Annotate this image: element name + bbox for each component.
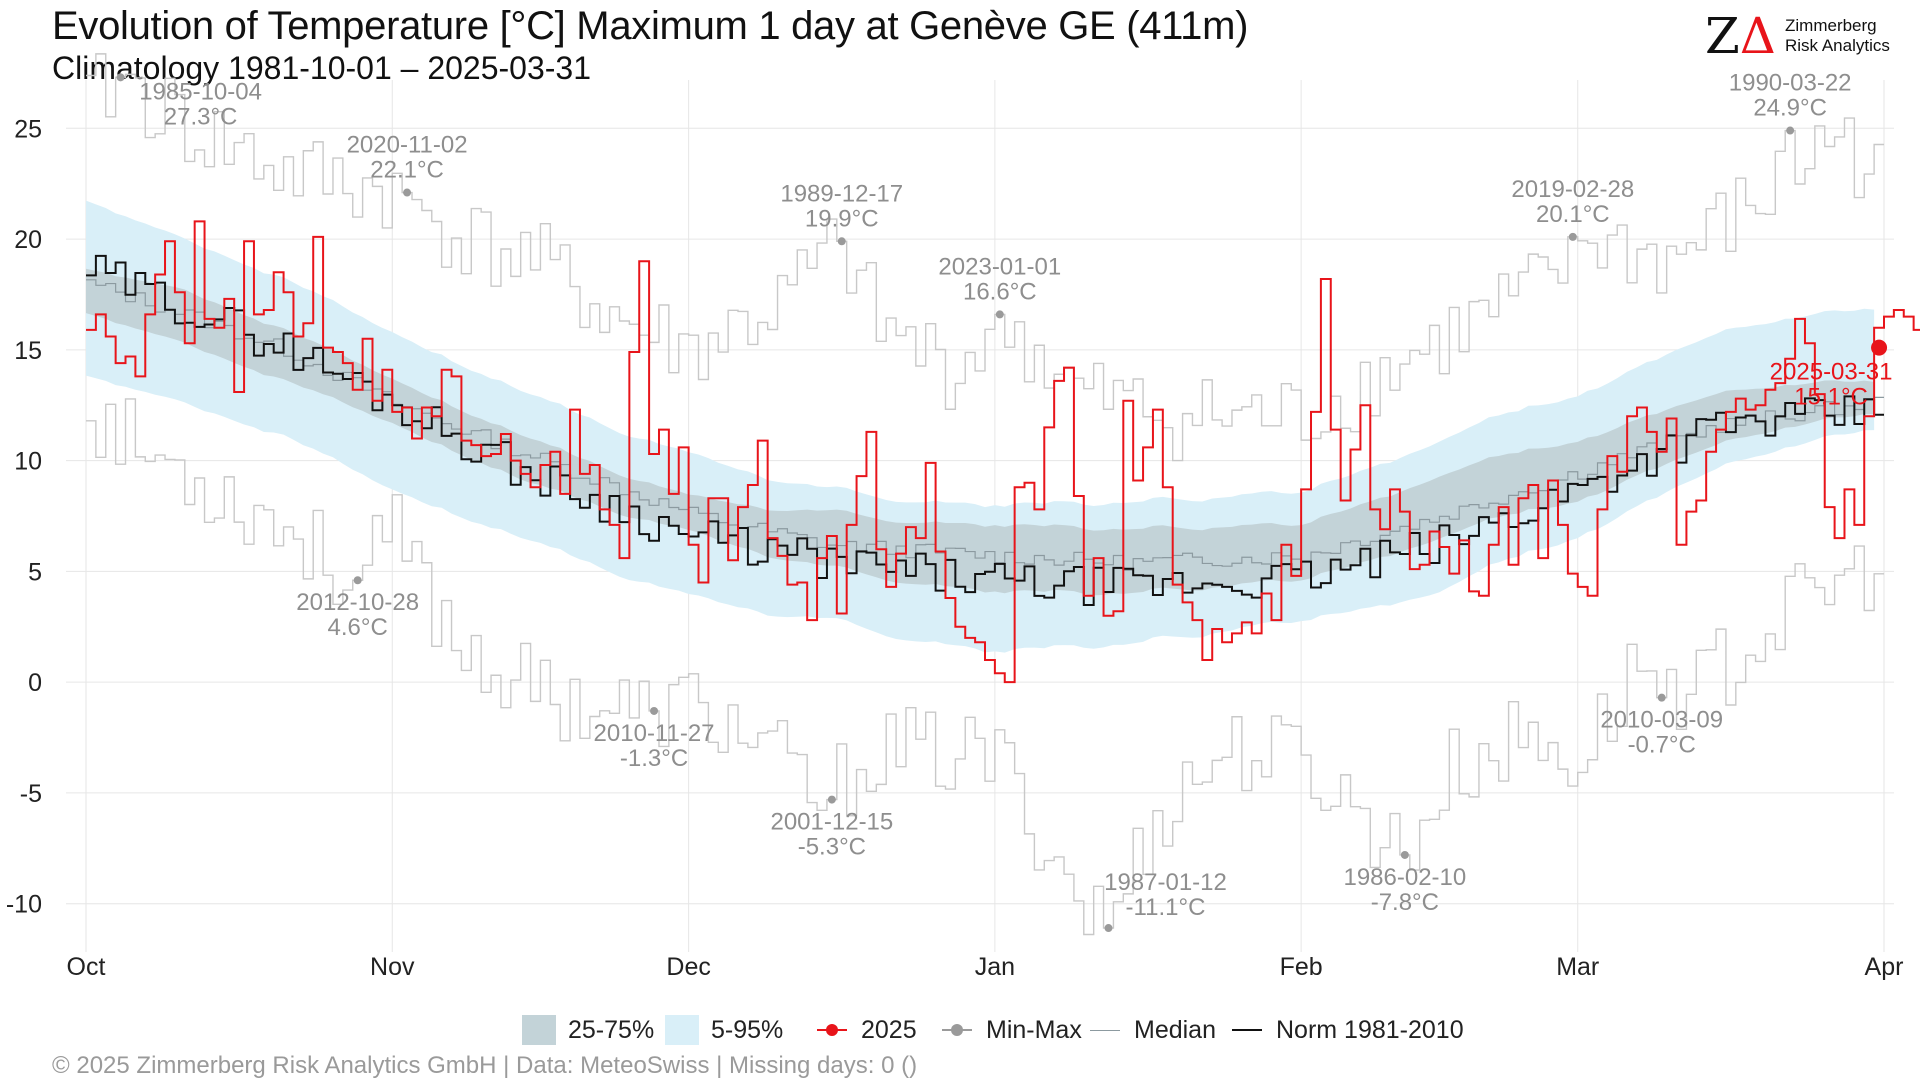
x-tick-label: Nov — [370, 953, 415, 981]
record-date-label: 2019-02-28 — [1511, 176, 1634, 203]
legend-item-year: 2025 — [815, 1012, 917, 1048]
year-last-date-label: 2025-03-31 — [1770, 359, 1893, 386]
series-median-line — [86, 279, 1884, 571]
record-value-label: 22.1°C — [370, 157, 444, 184]
legend-item-norm: Norm 1981-2010 — [1230, 1012, 1464, 1048]
record-value-label: -1.3°C — [620, 745, 688, 772]
x-tick-label: Dec — [666, 953, 710, 981]
legend-label-median: Median — [1134, 1015, 1216, 1044]
record-date-label: 2010-03-09 — [1600, 707, 1723, 734]
legend-label-norm: Norm 1981-2010 — [1276, 1015, 1464, 1044]
record-date-label: 2023-01-01 — [938, 253, 1061, 280]
record-value-label: -0.7°C — [1628, 732, 1696, 759]
x-tick-label: Mar — [1556, 953, 1599, 981]
logo-mark: ZΔ — [1705, 10, 1776, 62]
y-tick-label: 15 — [14, 337, 42, 365]
record-point — [1786, 126, 1795, 135]
x-tick-label: Apr — [1865, 953, 1904, 981]
page-title: Evolution of Temperature [°C] Maximum 1 … — [52, 4, 1249, 48]
logo-line1: Zimmerberg — [1785, 16, 1877, 35]
footer-credits: © 2025 Zimmerberg Risk Analytics GmbH | … — [52, 1052, 918, 1079]
record-value-label: -7.8°C — [1371, 889, 1439, 916]
legend-label-year: 2025 — [861, 1015, 917, 1044]
record-date-label: 1986-02-10 — [1343, 864, 1466, 891]
legend-swatch-p5-95 — [665, 1015, 699, 1045]
legend-key-year — [815, 1015, 849, 1045]
series-2025-line — [86, 220, 1920, 684]
year-last-value-label: 15.1°C — [1794, 384, 1868, 411]
x-tick-label: Oct — [67, 953, 106, 981]
record-date-label: 2010-11-27 — [594, 720, 715, 747]
record-point — [403, 188, 412, 197]
y-tick-label: 10 — [14, 448, 42, 476]
legend-key-median — [1088, 1015, 1122, 1045]
series-norm-line — [86, 254, 1884, 606]
y-tick-label: -10 — [6, 891, 42, 919]
series-min-line — [86, 398, 1884, 936]
y-tick-label: 5 — [28, 558, 42, 586]
record-point — [827, 795, 836, 804]
legend: 25-75% 5-95% 2025 Min-Max Median Norm 19… — [0, 1012, 1920, 1048]
year-last-point — [1871, 339, 1888, 356]
record-value-label: -11.1°C — [1126, 894, 1206, 921]
record-value-label: 19.9°C — [805, 205, 879, 232]
record-point — [650, 706, 659, 715]
legend-item-minmax: Min-Max — [940, 1012, 1082, 1048]
record-point — [1400, 850, 1409, 859]
percentile-bands — [86, 200, 1875, 653]
logo-z: Z — [1705, 7, 1740, 65]
y-axis: 25 20 15 10 5 0 -5 -10 — [6, 115, 42, 918]
legend-label-minmax: Min-Max — [986, 1015, 1082, 1044]
legend-item-iqr: 25-75% — [522, 1012, 654, 1048]
y-tick-label: 20 — [14, 226, 42, 254]
legend-label-p5-95: 5-95% — [711, 1015, 784, 1044]
series-max-line — [86, 53, 1884, 462]
series-lines — [86, 53, 1920, 936]
x-tick-label: Feb — [1280, 953, 1323, 981]
record-date-label: 1989-12-17 — [780, 180, 903, 207]
x-tick-label: Jan — [975, 953, 1015, 981]
record-date-label: 2020-11-02 — [347, 132, 468, 159]
y-tick-label: -5 — [20, 780, 42, 808]
record-date-label: 1990-03-22 — [1729, 70, 1852, 97]
legend-key-minmax — [940, 1015, 974, 1045]
record-date-label: 1987-01-12 — [1104, 869, 1227, 896]
record-value-label: 27.3°C — [164, 103, 238, 130]
company-logo: ZΔ Zimmerberg Risk Analytics — [1705, 10, 1905, 62]
record-date-label: 2012-10-28 — [296, 589, 419, 616]
legend-item-median: Median — [1088, 1012, 1216, 1048]
page-subtitle: Climatology 1981-10-01 – 2025-03-31 — [52, 50, 592, 86]
logo-name: Zimmerberg Risk Analytics — [1785, 16, 1890, 56]
record-point — [116, 73, 125, 82]
record-point — [1568, 232, 1577, 241]
record-point — [353, 576, 362, 585]
band-iqr — [86, 268, 1875, 596]
record-value-label: 20.1°C — [1536, 201, 1610, 228]
record-date-label: 1985-10-04 — [139, 78, 262, 105]
legend-label-iqr: 25-75% — [568, 1015, 655, 1044]
record-point — [1657, 693, 1666, 702]
record-value-label: -5.3°C — [798, 834, 866, 861]
record-value-label: 16.6°C — [963, 278, 1037, 305]
logo-line2: Risk Analytics — [1785, 36, 1890, 55]
legend-item-p5-95: 5-95% — [665, 1012, 783, 1048]
logo-delta: Δ — [1739, 7, 1776, 65]
record-point — [1104, 924, 1113, 933]
record-value-label: 4.6°C — [328, 614, 388, 641]
y-tick-label: 25 — [14, 115, 42, 143]
record-date-label: 2001-12-15 — [770, 809, 893, 836]
legend-swatch-iqr — [522, 1015, 556, 1045]
record-point — [837, 237, 846, 246]
y-tick-label: 0 — [28, 669, 42, 697]
x-axis: Oct Nov Dec Jan Feb Mar Apr — [67, 953, 1904, 981]
record-value-label: 24.9°C — [1753, 95, 1827, 122]
record-point — [995, 310, 1004, 319]
legend-key-norm — [1230, 1015, 1264, 1045]
